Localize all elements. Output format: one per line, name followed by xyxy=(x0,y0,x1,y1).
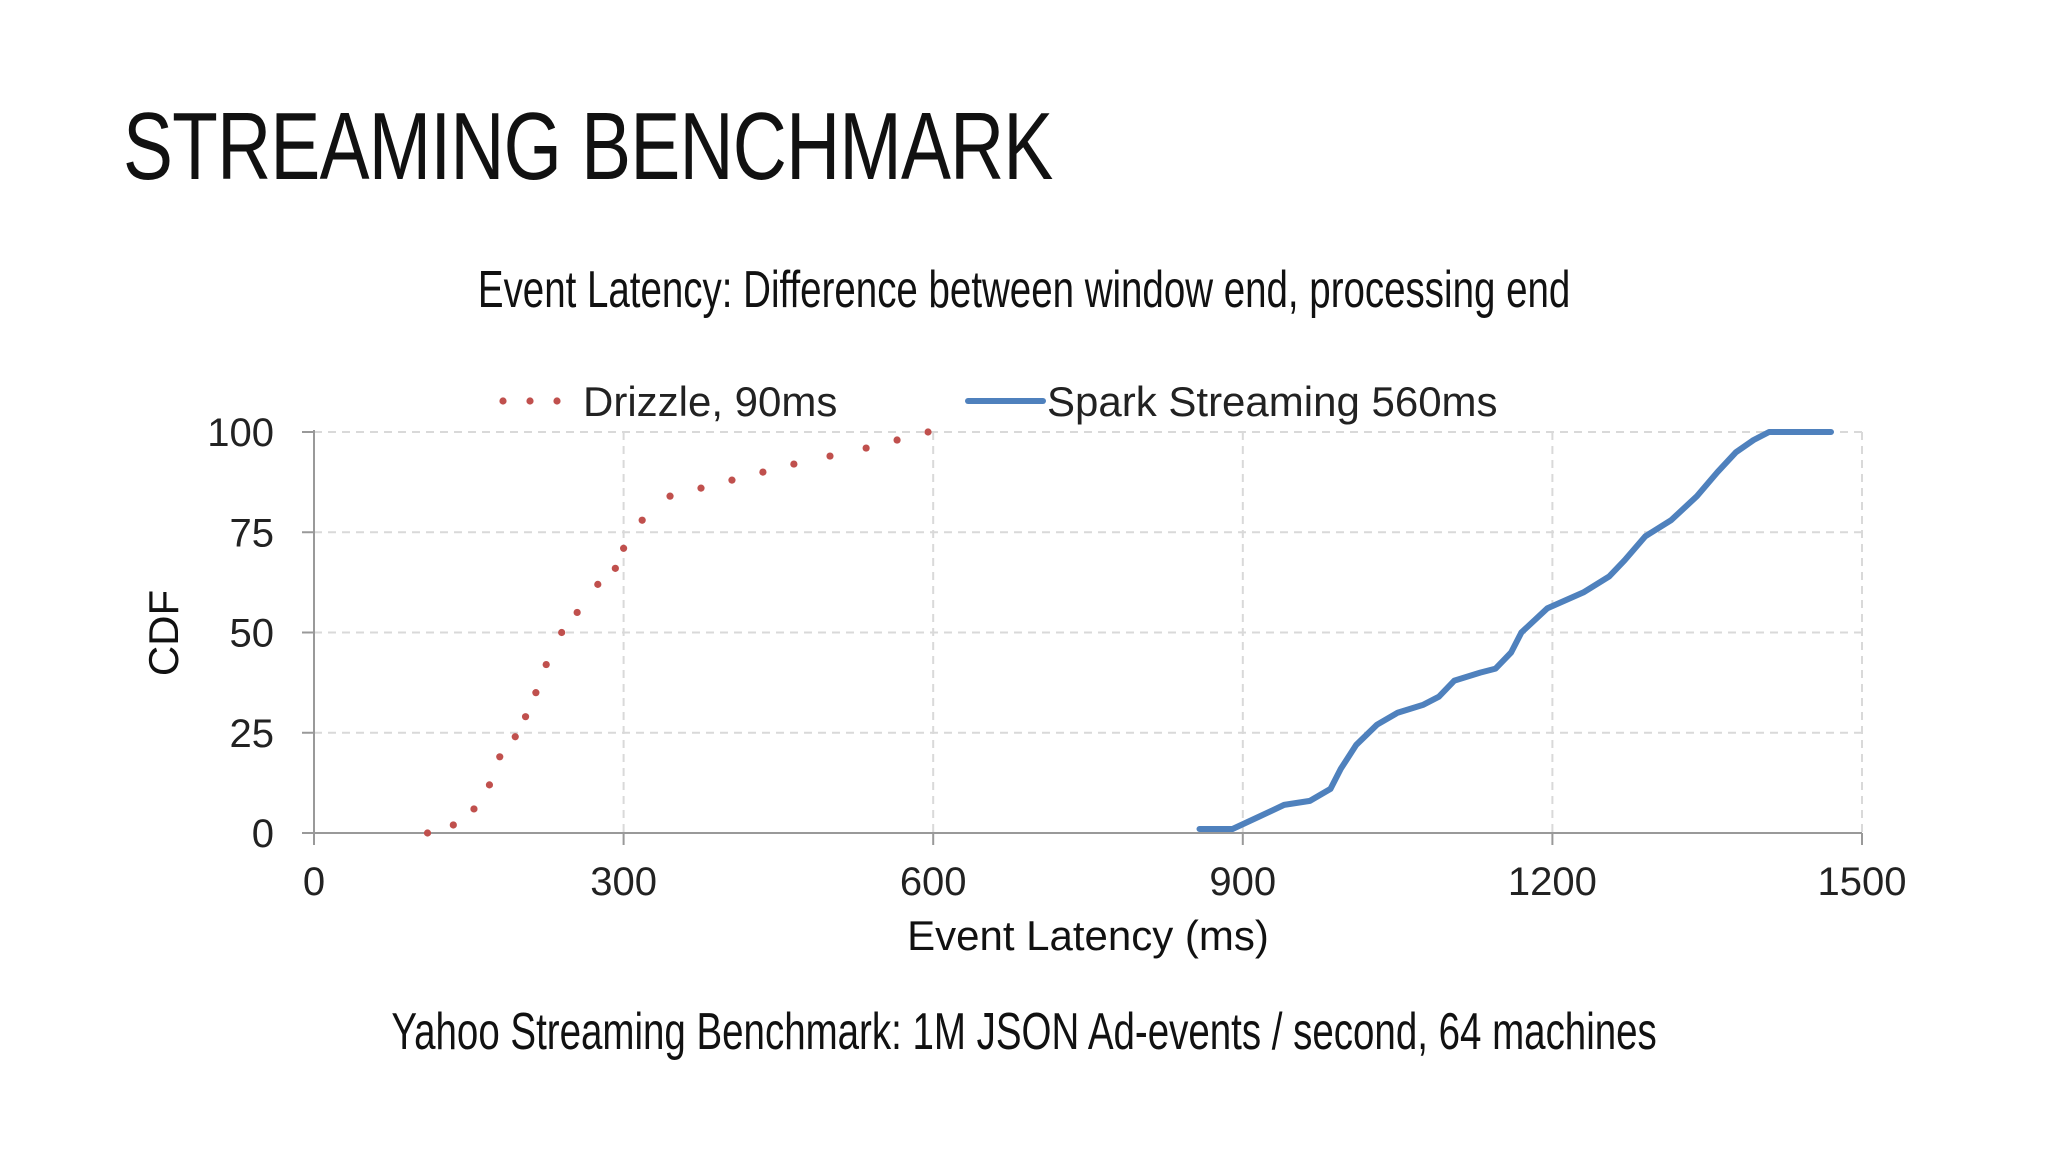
series-1-point xyxy=(542,660,550,669)
series-1-point xyxy=(697,484,705,492)
series-1-point xyxy=(573,608,581,617)
y-tick-label-50: 50 xyxy=(230,612,275,656)
tick-labels: 0 25 50 75 100 0 300 600 900 1200 1500 xyxy=(207,411,1906,904)
series-1-point xyxy=(666,492,674,500)
series-1-point xyxy=(470,805,478,813)
legend-swatch-dot xyxy=(499,397,507,405)
series-1-point xyxy=(728,476,736,484)
y-tick-label-0: 0 xyxy=(252,812,274,856)
series-1-point xyxy=(790,460,798,468)
x-tick-label-1200: 1200 xyxy=(1508,860,1597,904)
series-1-point xyxy=(893,436,901,444)
series-1-point xyxy=(620,544,628,552)
legend-swatch-dot xyxy=(553,397,561,405)
series-1-point xyxy=(826,452,834,460)
series-1-point xyxy=(521,713,530,721)
chart-axes xyxy=(302,430,1863,845)
series-1-point xyxy=(511,733,519,741)
series-1-point xyxy=(862,444,870,452)
legend-item-2: Spark Streaming 560ms xyxy=(965,378,1498,425)
y-tick-label-25: 25 xyxy=(230,712,275,756)
x-tick-label-0: 0 xyxy=(303,860,325,904)
series-2 xyxy=(1196,429,1834,832)
series-1 xyxy=(423,428,932,837)
chart-title: Event Latency: Difference between window… xyxy=(0,260,2048,320)
chart-title-text: Event Latency: Difference between window… xyxy=(477,261,1571,319)
y-tick-label-100: 100 xyxy=(207,411,274,455)
series-1-point xyxy=(638,516,646,524)
series-1-point xyxy=(485,781,494,789)
x-axis-title: Event Latency (ms) xyxy=(907,912,1269,959)
legend-swatch-dot xyxy=(526,397,534,405)
series-1-point xyxy=(532,689,540,697)
x-tick-label-600: 600 xyxy=(900,860,967,904)
plot-series xyxy=(423,428,1834,837)
series-1-point xyxy=(759,468,767,476)
y-tick-label-75: 75 xyxy=(230,511,275,555)
legend-label-1: Drizzle, 90ms xyxy=(583,378,837,425)
footer-caption-text: Yahoo Streaming Benchmark: 1M JSON Ad-ev… xyxy=(391,1003,1657,1061)
legend-label-2: Spark Streaming 560ms xyxy=(1047,378,1498,425)
x-tick-label-1500: 1500 xyxy=(1818,860,1907,904)
y-axis-title: CDF xyxy=(140,590,187,676)
x-tick-label-300: 300 xyxy=(590,860,657,904)
chart-grid xyxy=(314,431,1863,833)
series-1-point xyxy=(924,428,932,436)
series-1-point xyxy=(423,829,432,837)
x-tick-label-900: 900 xyxy=(1209,860,1276,904)
series-1-point xyxy=(449,821,457,829)
series-1-point xyxy=(558,628,566,637)
series-1-point xyxy=(594,580,602,588)
slide-title: STREAMING BENCHMARK xyxy=(123,93,1053,200)
series-2-line xyxy=(1196,429,1834,832)
chart-legend: Drizzle, 90ms Spark Streaming 560ms xyxy=(499,378,1498,425)
footer-caption: Yahoo Streaming Benchmark: 1M JSON Ad-ev… xyxy=(0,1002,2048,1062)
series-1-point xyxy=(496,753,504,761)
legend-item-1: Drizzle, 90ms xyxy=(499,378,837,425)
series-1-point xyxy=(611,564,619,572)
